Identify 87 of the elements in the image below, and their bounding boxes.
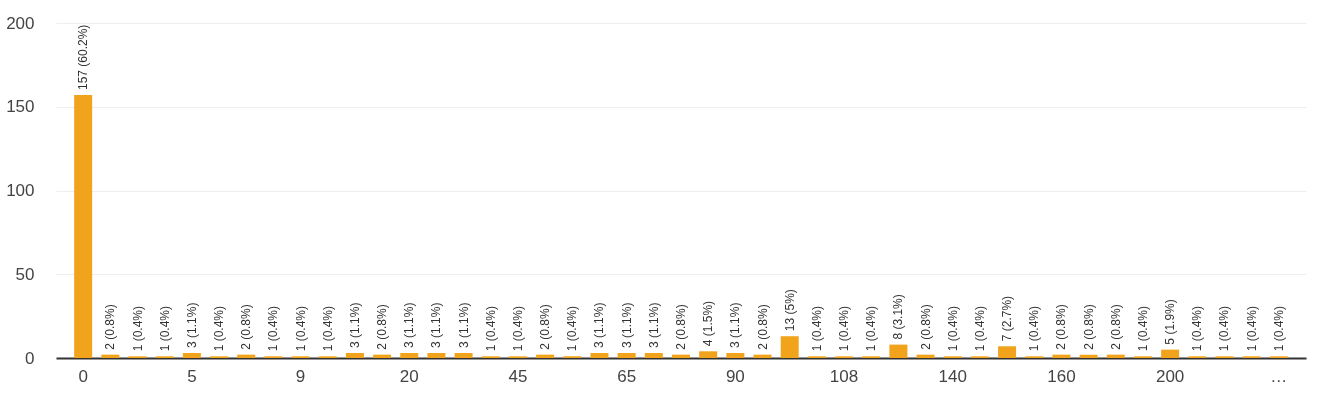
- bar: [427, 352, 446, 358]
- data-label: 3 (1.1%): [347, 302, 362, 348]
- bar: [400, 352, 419, 358]
- bar: [1161, 349, 1180, 358]
- data-label: 3 (1.1%): [456, 302, 471, 348]
- data-label: 3 (1.1%): [619, 302, 634, 348]
- data-label: 1 (0.4%): [483, 305, 498, 352]
- data-label: 4 (1.5%): [701, 300, 716, 347]
- bar: [726, 352, 745, 358]
- data-label: 3 (1.1%): [728, 302, 743, 348]
- bar: [345, 352, 364, 358]
- data-label: 1 (0.4%): [157, 305, 172, 352]
- bar: [237, 354, 256, 358]
- data-label: 1 (0.4%): [837, 305, 852, 352]
- data-label: 2 (0.8%): [538, 304, 553, 350]
- bar: [617, 352, 636, 358]
- data-label: 3 (1.1%): [646, 302, 661, 348]
- bar: [182, 352, 201, 358]
- bar: [590, 352, 609, 358]
- data-label: 1 (0.4%): [320, 305, 335, 352]
- x-tick-label: 160: [1047, 366, 1076, 386]
- data-label: 2 (0.8%): [103, 304, 118, 350]
- data-label: 8 (3.1%): [891, 294, 906, 340]
- data-label: 1 (0.4%): [212, 305, 227, 352]
- data-label: 1 (0.4%): [1135, 305, 1150, 352]
- y-tick-label: 100: [6, 181, 35, 200]
- x-tick-label: 5: [187, 366, 197, 386]
- data-label: 2 (0.8%): [1081, 304, 1096, 350]
- bar: [753, 354, 772, 358]
- bar: [889, 344, 908, 358]
- data-label: 1 (0.4%): [565, 305, 580, 352]
- data-label: 13 (5%): [782, 289, 797, 332]
- data-label: 1 (0.4%): [266, 305, 281, 352]
- bar: [916, 354, 935, 358]
- bar: [1106, 354, 1125, 358]
- data-label: 1 (0.4%): [864, 305, 879, 352]
- bar: [672, 354, 690, 358]
- data-label: 3 (1.1%): [184, 302, 199, 348]
- data-label: 2 (0.8%): [1108, 304, 1123, 350]
- x-tick-label: …: [1270, 366, 1288, 386]
- data-label: 2 (0.8%): [918, 304, 933, 350]
- data-label: 1 (0.4%): [130, 305, 145, 352]
- data-label: 2 (0.8%): [755, 304, 770, 350]
- data-label: 3 (1.1%): [429, 302, 444, 348]
- data-label: 1 (0.4%): [945, 305, 960, 352]
- x-tick-label: 0: [78, 366, 88, 386]
- bar: [998, 346, 1017, 358]
- data-label: 157 (60.2%): [76, 24, 91, 91]
- data-label: 2 (0.8%): [674, 304, 688, 350]
- data-label: 5 (1.9%): [1163, 299, 1178, 345]
- y-tick-label: 0: [25, 348, 35, 368]
- bar: [74, 95, 93, 358]
- x-tick-label: 200: [1155, 366, 1185, 386]
- data-label: 3 (1.1%): [592, 302, 607, 348]
- x-tick-label: 45: [508, 366, 528, 386]
- data-label: 1 (0.4%): [1271, 305, 1286, 352]
- x-tick-label: 90: [725, 366, 745, 386]
- data-label: 1 (0.4%): [1244, 305, 1259, 352]
- data-label: 7 (2.7%): [1000, 295, 1015, 342]
- bar: [1052, 354, 1071, 358]
- bar: [373, 354, 392, 358]
- data-label: 3 (1.1%): [402, 302, 417, 348]
- y-tick-label: 50: [15, 264, 35, 284]
- x-tick-label: 20: [399, 366, 419, 386]
- data-label: 2 (0.8%): [239, 304, 254, 350]
- bar: [699, 351, 718, 358]
- data-label: 1 (0.4%): [293, 305, 308, 352]
- y-tick-label: 200: [6, 13, 35, 33]
- x-tick-label: 9: [295, 366, 306, 386]
- data-label: 1 (0.4%): [972, 305, 987, 352]
- data-label: 1 (0.4%): [1217, 305, 1232, 352]
- bar: [780, 336, 799, 358]
- data-label: 1 (0.4%): [809, 305, 824, 352]
- bar: [101, 354, 120, 358]
- x-tick-label: 108: [829, 366, 859, 386]
- bar: [644, 352, 663, 358]
- data-label: 2 (0.8%): [1054, 304, 1069, 350]
- bar: [536, 354, 555, 358]
- y-tick-label: 150: [6, 97, 35, 117]
- data-label: 1 (0.4%): [1027, 305, 1042, 352]
- data-label: 2 (0.8%): [375, 304, 390, 350]
- bar: [454, 352, 473, 358]
- data-label: 1 (0.4%): [510, 305, 525, 352]
- data-label: 1 (0.4%): [1190, 305, 1205, 352]
- x-tick-label: 140: [938, 366, 967, 386]
- bar: [1079, 354, 1098, 358]
- x-tick-label: 65: [617, 366, 637, 386]
